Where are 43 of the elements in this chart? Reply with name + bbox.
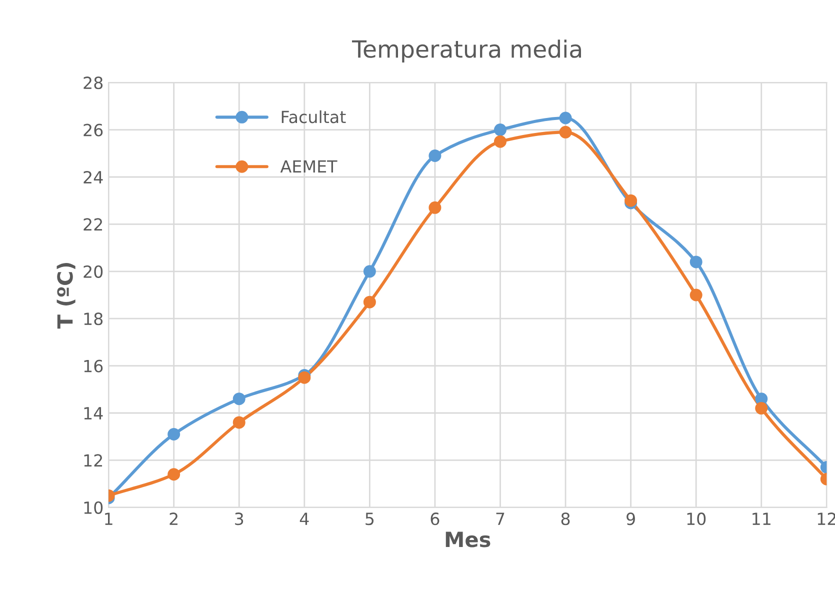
y-axis-title: T (ºC)	[56, 263, 76, 329]
point	[559, 126, 572, 138]
y-tick-label: 10	[84, 501, 103, 514]
y-tick-label: 24	[84, 170, 103, 184]
point	[494, 135, 506, 148]
point	[232, 416, 246, 429]
point	[298, 371, 311, 384]
point	[559, 112, 572, 124]
x-tick-label: 3	[235, 512, 244, 526]
x-tick-label: 9	[626, 512, 635, 526]
point	[690, 256, 702, 268]
y-tick-label: 18	[84, 312, 103, 326]
x-tick-label: 10	[687, 512, 706, 526]
legend-label: Facultat	[282, 110, 346, 124]
point	[755, 402, 768, 415]
point	[168, 468, 180, 481]
x-tick-label: 1	[105, 512, 112, 525]
y-tick-label: 20	[84, 265, 103, 278]
point	[428, 201, 442, 214]
y-tick-label: 28	[84, 76, 103, 90]
point	[494, 124, 506, 136]
point	[363, 296, 376, 308]
point	[168, 428, 180, 440]
x-tick-label: 8	[561, 512, 570, 526]
chart-title: Temperatura media	[352, 40, 581, 63]
point	[624, 194, 638, 207]
x-tick-label: 4	[300, 512, 309, 525]
point	[363, 265, 376, 278]
y-tick-label: 12	[84, 454, 102, 467]
x-tick-label: 2	[170, 512, 178, 525]
point	[690, 288, 702, 302]
legend-label: AEMET	[280, 160, 338, 172]
y-tick-label: 14	[84, 407, 103, 420]
y-tick-label: 16	[84, 360, 103, 372]
y-tick-label: 22	[84, 218, 102, 231]
x-tick-label: 6	[430, 512, 440, 526]
y-tick-label: 26	[84, 124, 103, 136]
x-tick-label: 7	[496, 512, 504, 525]
x-axis-title: Mes	[446, 532, 490, 548]
point	[428, 150, 442, 162]
x-tick-label: 11	[752, 512, 770, 525]
point	[232, 392, 246, 406]
x-tick-label: 5	[366, 512, 374, 526]
